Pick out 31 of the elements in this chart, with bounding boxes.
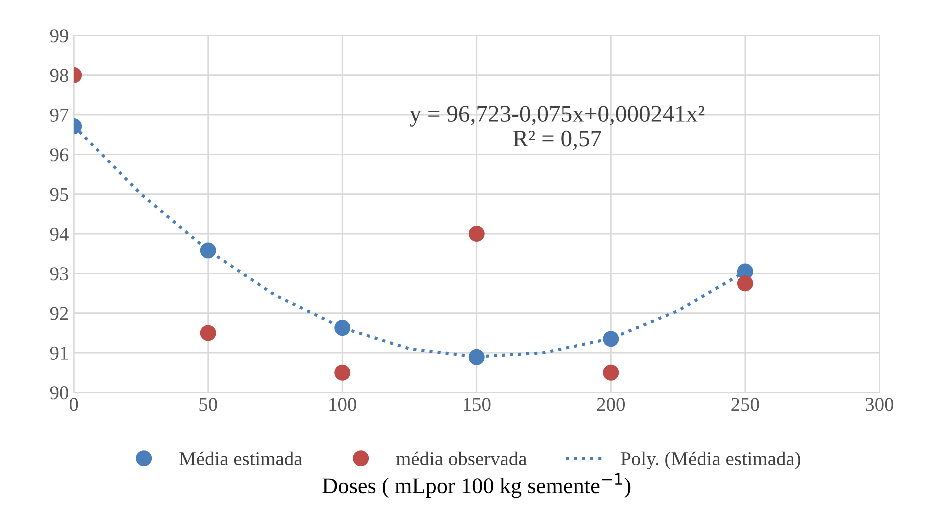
x-tick-label: 0 — [70, 398, 78, 412]
y-tick-label: 92 — [50, 307, 68, 320]
y-tick-label: 94 — [50, 228, 69, 241]
x-tick-label: 100 — [330, 398, 356, 412]
y-tick-label: 93 — [50, 268, 68, 281]
point — [737, 276, 754, 292]
point — [200, 242, 216, 259]
y-tick-label: 99 — [50, 30, 68, 43]
point — [603, 364, 620, 381]
x-tick-label: 200 — [597, 398, 625, 412]
annotation: y = 96,723-0,075x+0,000241x² R² = 0,57 — [410, 106, 705, 150]
x-tick-label: 150 — [464, 398, 491, 412]
point — [603, 331, 620, 348]
y-tick-label: 97 — [50, 108, 69, 122]
point — [200, 325, 216, 342]
x-tick-label: 300 — [866, 398, 894, 412]
legend-label: média observada — [396, 452, 528, 466]
y-tick-label: 91 — [50, 346, 68, 360]
legend-label: Poly. (Média estimada) — [621, 452, 800, 470]
point — [334, 320, 351, 336]
y-tick-label: 90 — [50, 386, 68, 400]
point — [468, 349, 485, 366]
x-tick-label: 50 — [200, 398, 218, 412]
legend-label: Média estimada — [180, 452, 302, 466]
x-tick-label: 250 — [732, 398, 760, 412]
y-tick-label: 98 — [50, 69, 68, 82]
y-tick-label: 95 — [50, 188, 68, 202]
x-axis-title: Doses ( mLpor 100 kg semente$^{−1}$) — [322, 474, 631, 498]
y-tick-label: 96 — [50, 148, 69, 162]
point — [334, 364, 351, 381]
point — [468, 226, 485, 242]
